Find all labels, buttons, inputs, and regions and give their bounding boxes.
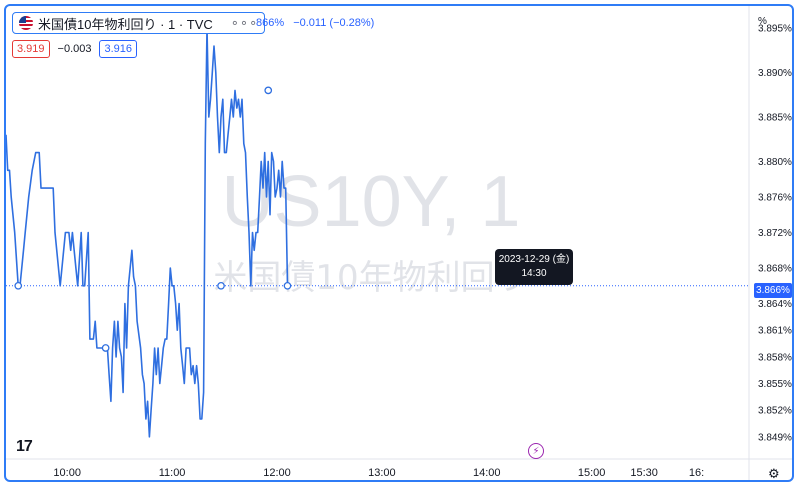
tooltip-time: 14:30 — [521, 268, 547, 279]
x-tick-label: 16: — [689, 467, 704, 479]
watermark-symbol: US10Y, 1 — [222, 162, 521, 242]
data-marker-3 — [264, 86, 273, 95]
lightning-icon[interactable]: ⚡ — [528, 443, 544, 459]
y-tick-label: 3.880% — [758, 157, 792, 168]
y-tick-label: 3.861% — [758, 326, 792, 337]
crosshair-tooltip: 2023-12-29 (金) 14:30 — [495, 249, 573, 285]
y-axis[interactable]: 3.895% 3.890% 3.885% 3.880% 3.876% 3.872% 3.86… — [758, 24, 792, 444]
symbol-legend[interactable]: 米国債10年物利回り · 1 · TVC ∘∘∘ — [12, 12, 266, 34]
symbol-label: 米国債10年物利回り · 1 · TVC — [38, 16, 213, 32]
change-pct: (−0.28%) — [329, 17, 375, 29]
x-tick-label: 12:00 — [263, 467, 291, 479]
y-unit-label: % — [758, 16, 767, 27]
x-tick-label: 14:00 — [473, 467, 501, 479]
x-tick-label: 11:00 — [159, 467, 186, 479]
change-abs: −0.011 — [293, 17, 327, 29]
y-tick-label: 3.868% — [758, 264, 792, 275]
ask-price[interactable]: 3.916 — [99, 40, 138, 58]
x-tick-label: 10:00 — [53, 467, 81, 479]
y-tick-label: 3.864% — [758, 299, 792, 310]
y-tick-label: 3.876% — [758, 192, 792, 203]
y-tick-label: 3.849% — [758, 432, 792, 443]
y-tick-label: 3.872% — [758, 228, 792, 239]
data-marker-0 — [14, 281, 23, 290]
chart-canvas[interactable]: US10Y, 1 米国債10年物利回り 3.895%3.890%3.885%3.… — [6, 6, 794, 482]
data-marker-4 — [283, 281, 292, 290]
x-tick-label: 15:00 — [578, 467, 606, 479]
x-tick-label: 15:30 — [630, 467, 658, 479]
tradingview-logo-icon[interactable]: 17 — [16, 438, 33, 455]
last-price-partial: 866% — [256, 17, 285, 29]
chart-frame: US10Y, 1 米国債10年物利回り 3.895% 3.890% 3.885% 3.… — [4, 4, 794, 482]
current-price-tag: 3.866% — [754, 283, 792, 298]
y-tick-label: 3.858% — [758, 352, 792, 363]
y-tick-label: 3.895% — [758, 24, 792, 35]
more-dots-icon[interactable]: ∘∘∘ — [230, 15, 259, 30]
data-marker-1 — [101, 344, 110, 352]
y-tick-label: 3.855% — [758, 379, 792, 390]
us-flag-icon — [19, 16, 33, 30]
y-tick-label: 3.852% — [758, 406, 792, 417]
series-line — [6, 27, 289, 438]
markers — [14, 86, 292, 352]
y-tick-label: 3.885% — [758, 113, 792, 124]
bid-ask-row: 3.919 −0.003 3.916 — [12, 40, 138, 58]
change-readout: 866% −0.011 (−0.28%) — [256, 17, 374, 29]
x-axis[interactable]: 10:00 11:00 12:00 13:00 14:00 15:00 15:30 16: — [53, 467, 704, 479]
y-tick-label: 3.890% — [758, 68, 792, 79]
bid-price[interactable]: 3.919 — [12, 40, 50, 58]
watermark: US10Y, 1 米国債10年物利回り — [213, 162, 528, 298]
x-tick-label: 13:00 — [368, 467, 396, 479]
spread-value: −0.003 — [57, 43, 92, 55]
data-marker-2 — [217, 281, 225, 290]
watermark-name: 米国債10年物利回り — [213, 258, 528, 298]
tooltip-date: 2023-12-29 (金) — [498, 254, 570, 265]
gear-icon[interactable]: ⚙ — [768, 466, 780, 481]
